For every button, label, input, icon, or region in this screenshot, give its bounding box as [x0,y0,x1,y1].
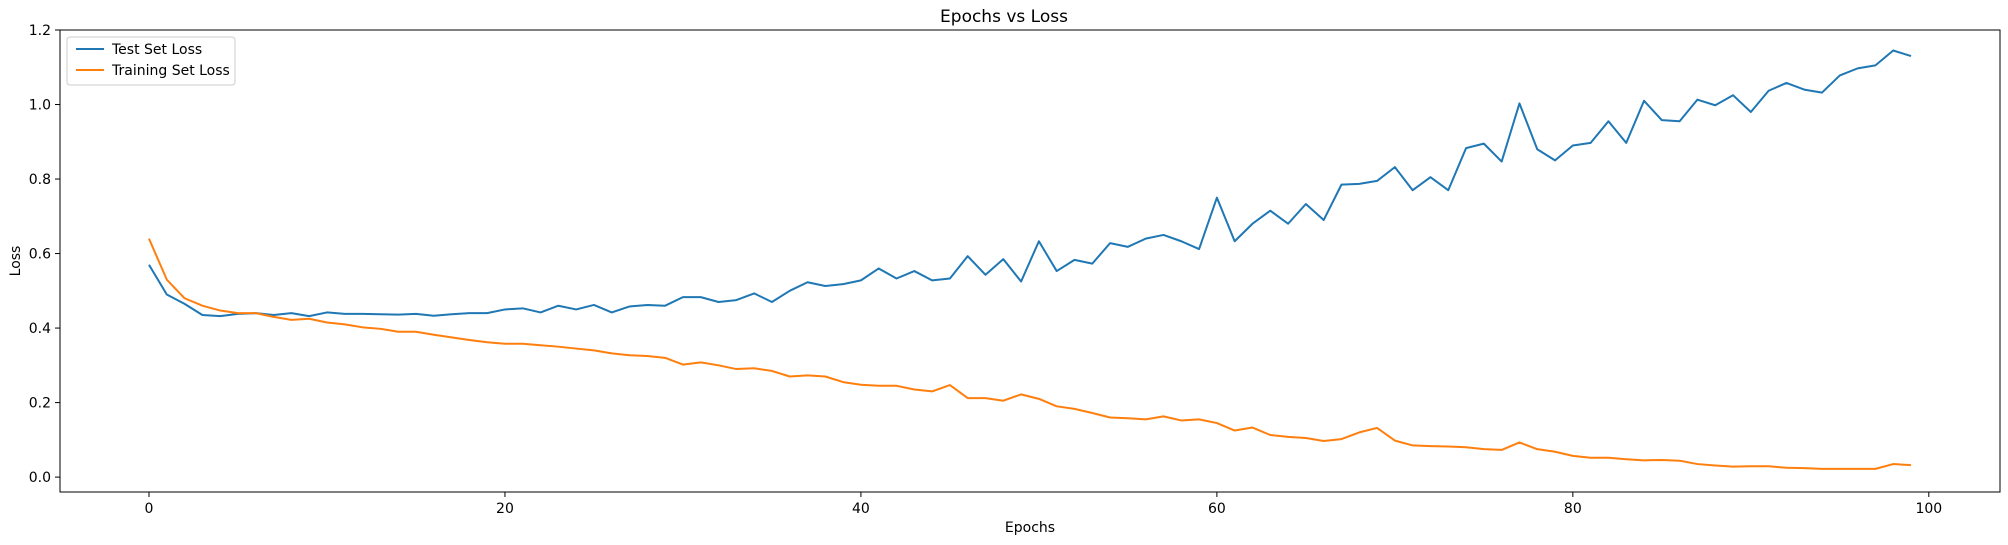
x-tick-label: 20 [496,501,514,517]
series-line-training-set-loss [148,238,1912,470]
legend-box [66,36,236,86]
x-tick-label: 40 [852,501,870,517]
series-line-test-set-loss [148,49,1912,318]
y-tick-label: 0.6 [29,247,51,263]
y-axis-label: Loss [8,246,24,277]
y-tick-label: 1.2 [29,23,51,39]
plot-area-frame [59,29,2001,493]
y-tick-label: 0.2 [29,396,51,412]
x-axis-label: Epochs [1005,520,1055,536]
x-tick-label: 100 [1915,501,1942,517]
chart-title: Epochs vs Loss [940,7,1068,27]
y-axis-ticks: 0.0 0.2 0.4 0.6 0.8 1.0 1.2 [29,23,60,486]
y-tick-label: 0.0 [29,470,51,486]
legend: Test Set Loss Training Set Loss [66,36,236,86]
legend-label-training-set-loss: Training Set Loss [111,63,230,79]
x-tick-label: 60 [1208,501,1226,517]
x-tick-label: 80 [1564,501,1582,517]
y-tick-label: 0.8 [29,172,51,188]
x-axis-ticks: 0 20 40 60 80 100 [145,492,1942,517]
x-tick-label: 0 [145,501,154,517]
series-layer [148,49,1912,470]
legend-label-test-set-loss: Test Set Loss [111,42,202,58]
y-tick-label: 0.4 [29,321,51,337]
y-tick-label: 1.0 [29,98,51,114]
